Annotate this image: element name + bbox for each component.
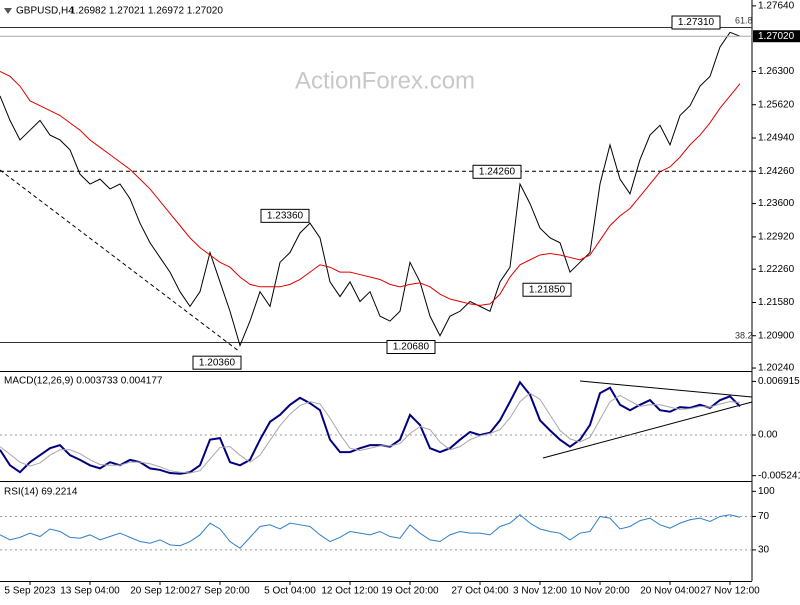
x-tick-label: 20 Nov 04:00: [640, 586, 700, 597]
x-tick-label: 27 Sep 20:00: [190, 586, 250, 597]
y-tick-label: 70: [758, 511, 770, 522]
plot-area: [0, 31, 752, 551]
y-tick-label: 100: [758, 486, 775, 497]
series-line: [0, 71, 741, 306]
y-tick-label: 0.00: [758, 430, 778, 441]
current-price-box: [753, 30, 800, 43]
y-tick-label: 1.22260: [758, 264, 795, 275]
price-annotation-box: [386, 340, 436, 355]
price-annotation: 1.23360: [267, 210, 304, 221]
y-tick-label: 1.24940: [758, 133, 795, 144]
price-annotation-box: [671, 15, 721, 30]
x-tick-label: 19 Oct 20:00: [381, 586, 439, 597]
y-tick-label: 1.23600: [758, 198, 795, 209]
fib-label: 61.8: [735, 15, 753, 25]
x-tick-label: 3 Nov 12:00: [513, 586, 567, 597]
x-tick-label: 20 Sep 12:00: [130, 586, 190, 597]
y-tick-label: 1.25620: [758, 99, 795, 110]
x-tick-label: 5 Sep 2023: [4, 586, 56, 597]
y-tick-label: 1.26300: [758, 66, 795, 77]
price-annotation: 1.20360: [199, 357, 236, 368]
y-tick-label: 1.27640: [758, 1, 795, 12]
panel-title: RSI(14) 69.2214: [4, 487, 78, 498]
price-annotation: 1.27310: [678, 17, 715, 28]
series-line: [0, 514, 741, 549]
price-annotation: 1.24260: [479, 166, 516, 177]
x-tick-label: 10 Nov 20:00: [570, 586, 630, 597]
trend-line: [0, 169, 241, 353]
y-tick-label: 1.22920: [758, 232, 795, 243]
price-annotation-box: [522, 282, 572, 297]
trend-line: [579, 380, 753, 398]
y-tick-label: 1.21580: [758, 297, 795, 308]
panel-title: MACD(12,26,9) 0.003733 0.004177: [4, 376, 163, 387]
chart-subtitle: 1.26982 1.27021 1.26972 1.27020: [70, 6, 223, 17]
y-tick-label: 30: [758, 545, 770, 556]
price-annotation-box: [260, 208, 310, 223]
y-tick-label: 1.20900: [758, 330, 795, 341]
series-line: [0, 392, 741, 474]
panel-icon: [4, 8, 12, 14]
fib-label: 38.2: [735, 330, 753, 340]
current-price-label: 1.27020: [758, 31, 795, 42]
price-annotation-box: [472, 164, 522, 179]
y-tick-label: -0.005241: [758, 470, 800, 481]
watermark: ActionForex.com: [295, 67, 475, 94]
x-tick-label: 5 Oct 04:00: [264, 586, 316, 597]
series-line: [0, 380, 741, 475]
y-tick-label: 0.006915: [758, 376, 800, 387]
x-tick-label: 27 Nov 12:00: [700, 586, 760, 597]
series-line: [0, 31, 741, 348]
x-tick-label: 12 Oct 12:00: [321, 586, 379, 597]
trend-line: [542, 401, 753, 459]
price-annotation-box: [192, 355, 242, 370]
price-annotation: 1.21850: [529, 284, 566, 295]
chart-title: GBPUSD,H4: [16, 6, 74, 17]
y-tick-label: 1.20240: [758, 363, 795, 374]
x-tick-label: 27 Oct 04:00: [451, 586, 509, 597]
y-tick-label: 1.24260: [758, 166, 795, 177]
price-annotation: 1.20680: [393, 342, 430, 353]
x-tick-label: 13 Sep 04:00: [60, 586, 120, 597]
